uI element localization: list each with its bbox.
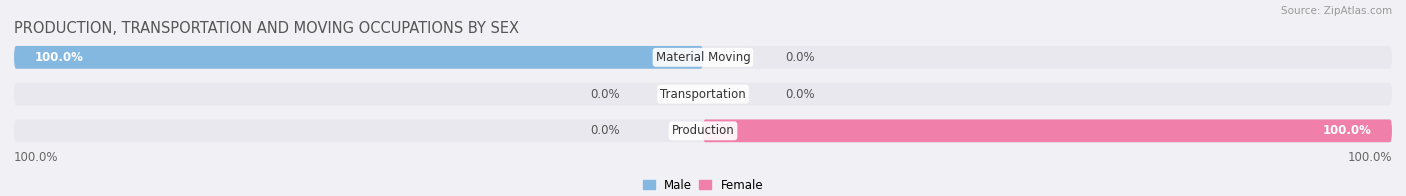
Text: 0.0%: 0.0% bbox=[591, 88, 620, 101]
Text: 100.0%: 100.0% bbox=[14, 151, 59, 164]
Text: Material Moving: Material Moving bbox=[655, 51, 751, 64]
Legend: Male, Female: Male, Female bbox=[638, 174, 768, 196]
Text: 0.0%: 0.0% bbox=[591, 124, 620, 137]
Text: Transportation: Transportation bbox=[661, 88, 745, 101]
Text: Source: ZipAtlas.com: Source: ZipAtlas.com bbox=[1281, 6, 1392, 16]
Text: 0.0%: 0.0% bbox=[786, 51, 815, 64]
Text: 100.0%: 100.0% bbox=[1323, 124, 1371, 137]
FancyBboxPatch shape bbox=[703, 119, 1392, 142]
Text: 0.0%: 0.0% bbox=[786, 88, 815, 101]
Text: 100.0%: 100.0% bbox=[35, 51, 83, 64]
FancyBboxPatch shape bbox=[14, 119, 1392, 142]
FancyBboxPatch shape bbox=[14, 46, 1392, 69]
Text: Production: Production bbox=[672, 124, 734, 137]
Text: PRODUCTION, TRANSPORTATION AND MOVING OCCUPATIONS BY SEX: PRODUCTION, TRANSPORTATION AND MOVING OC… bbox=[14, 21, 519, 36]
FancyBboxPatch shape bbox=[14, 46, 703, 69]
FancyBboxPatch shape bbox=[14, 83, 1392, 105]
Text: 100.0%: 100.0% bbox=[1347, 151, 1392, 164]
